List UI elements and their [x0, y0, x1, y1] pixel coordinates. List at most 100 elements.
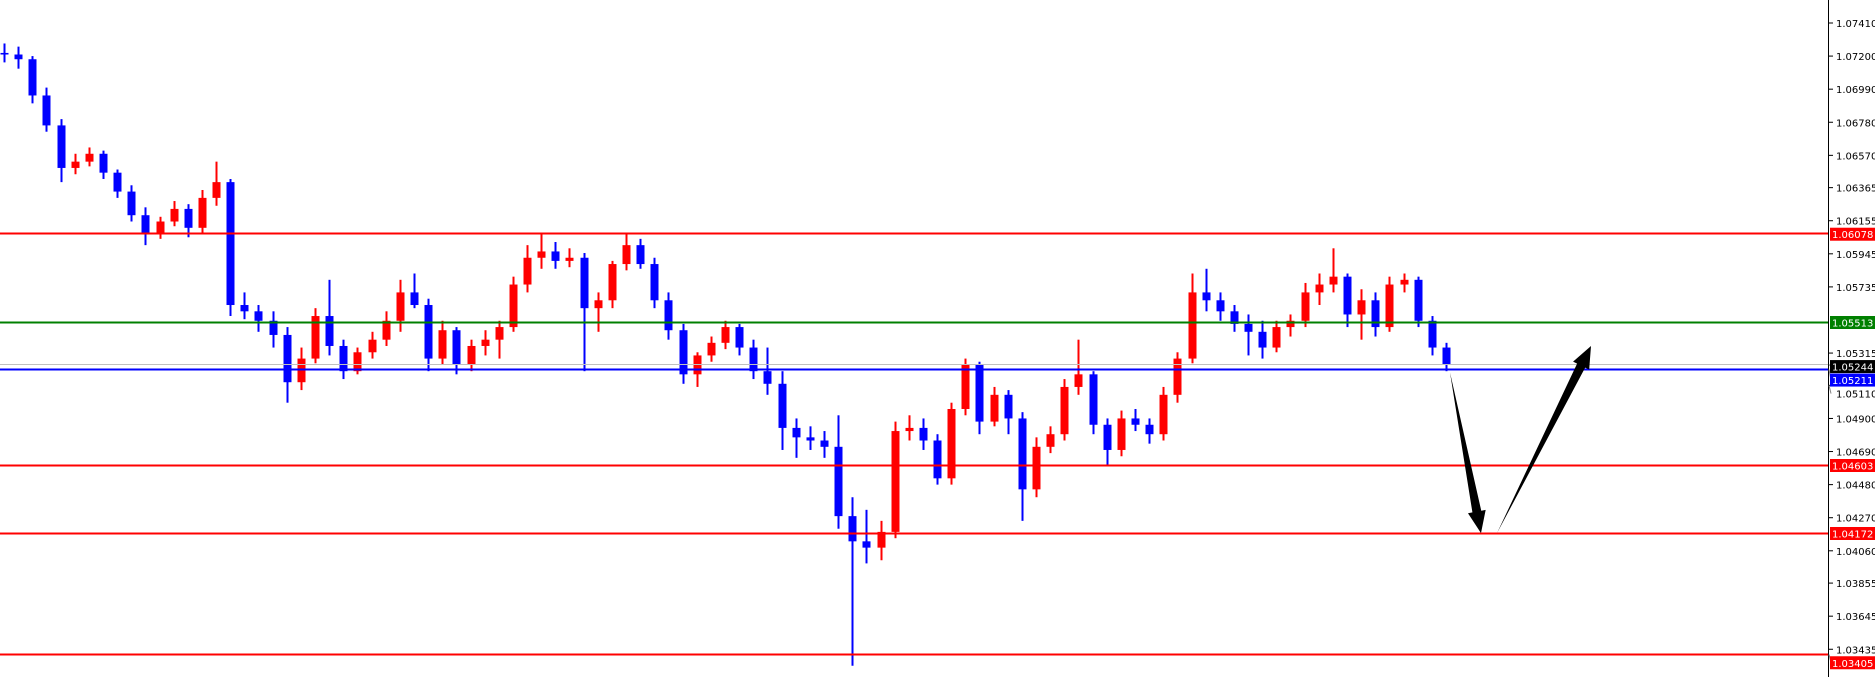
candle-body [975, 364, 984, 422]
candle [254, 305, 263, 332]
candle [184, 204, 193, 238]
candle-body [99, 153, 108, 173]
candle-body [382, 320, 391, 340]
candle-body [283, 334, 292, 383]
candle [735, 323, 744, 356]
y-tick-label: 1.04690 [1836, 448, 1875, 459]
candle-body [735, 327, 744, 348]
candle-body [891, 431, 900, 532]
level-price-tag [1830, 316, 1875, 329]
candle [947, 402, 956, 485]
candle [141, 207, 150, 246]
candle-body [679, 330, 688, 375]
candle [622, 232, 631, 271]
candle-body [1244, 323, 1253, 332]
level-price-label: 1.05244 [1832, 363, 1873, 374]
candle-body [42, 95, 51, 126]
candle [1202, 268, 1211, 312]
y-tick-label: 1.07410 [1836, 19, 1875, 30]
candle [891, 421, 900, 539]
up-arrow[interactable] [1497, 345, 1591, 534]
candle-body [721, 327, 730, 343]
candle [42, 87, 51, 132]
candle [28, 56, 37, 104]
y-tick-label: 1.05735 [1836, 283, 1875, 294]
candle-body [481, 339, 490, 346]
y-tick-label: 1.04900 [1836, 414, 1875, 425]
candle-body [325, 316, 334, 346]
candle [424, 298, 433, 372]
candle-body [240, 305, 249, 312]
candle-body [1301, 292, 1310, 321]
candle [1385, 276, 1394, 332]
y-tick-label: 1.04480 [1836, 481, 1875, 492]
candle [580, 253, 589, 372]
candle [1173, 352, 1182, 403]
candle-body [1442, 347, 1451, 365]
level-price-tag [1830, 656, 1875, 670]
candle-body [1103, 424, 1112, 450]
level-price-tag [1830, 527, 1875, 540]
candle-body [551, 251, 560, 261]
level-price-tag [1830, 227, 1875, 241]
candle [1046, 426, 1055, 454]
candle-body [919, 427, 928, 441]
candle [1032, 437, 1041, 498]
candle-body [523, 257, 532, 285]
candle-body [1032, 446, 1041, 490]
candle [240, 292, 249, 320]
candle [467, 339, 476, 372]
y-tick-label: 1.05945 [1836, 250, 1875, 261]
candle [226, 178, 235, 317]
candle [1315, 273, 1324, 306]
candle-body [834, 446, 843, 517]
candle-body [198, 197, 207, 228]
candle-body [664, 300, 673, 331]
candle [198, 190, 207, 233]
candle-body [1173, 358, 1182, 395]
candle-body [1414, 279, 1423, 321]
candle [1188, 273, 1197, 364]
candle-body [763, 371, 772, 384]
candle-body [127, 191, 136, 216]
candle-body [1286, 320, 1295, 328]
candle [650, 257, 659, 309]
candle [269, 311, 278, 348]
candle-body [1018, 418, 1027, 490]
candle [1145, 418, 1154, 444]
candle-body [1258, 331, 1267, 348]
candle-body [990, 394, 999, 422]
candle [396, 279, 405, 332]
candle [961, 358, 970, 416]
candle-body [1230, 311, 1239, 324]
candle-body [28, 59, 37, 96]
candle [1414, 276, 1423, 328]
price-axis [1828, 22, 1833, 650]
candle-body [622, 245, 631, 265]
down-arrow[interactable] [1450, 372, 1486, 534]
candle-body [877, 531, 886, 548]
candle-body [0, 52, 9, 55]
candle [1286, 314, 1295, 337]
arrows-layer [1450, 345, 1591, 534]
candle [905, 415, 914, 441]
candle [14, 46, 23, 69]
candle-body [424, 305, 433, 359]
candle [509, 276, 518, 332]
candle [438, 320, 447, 365]
candle [212, 161, 221, 206]
level-price-tag [1830, 373, 1875, 387]
y-tick-label: 1.05315 [1836, 349, 1875, 360]
candle-body [1074, 374, 1083, 387]
y-tick-label: 1.05110 [1836, 390, 1875, 401]
level-price-label: 1.06078 [1832, 230, 1873, 241]
candle-body [438, 330, 447, 359]
candle-body [410, 292, 419, 306]
candle-body [339, 345, 348, 372]
label-connector [1828, 385, 1832, 394]
candle-body [1329, 276, 1338, 285]
candle [368, 331, 377, 359]
candle [127, 185, 136, 222]
y-tick-label: 1.03855 [1836, 579, 1875, 590]
candle-body [353, 352, 362, 372]
